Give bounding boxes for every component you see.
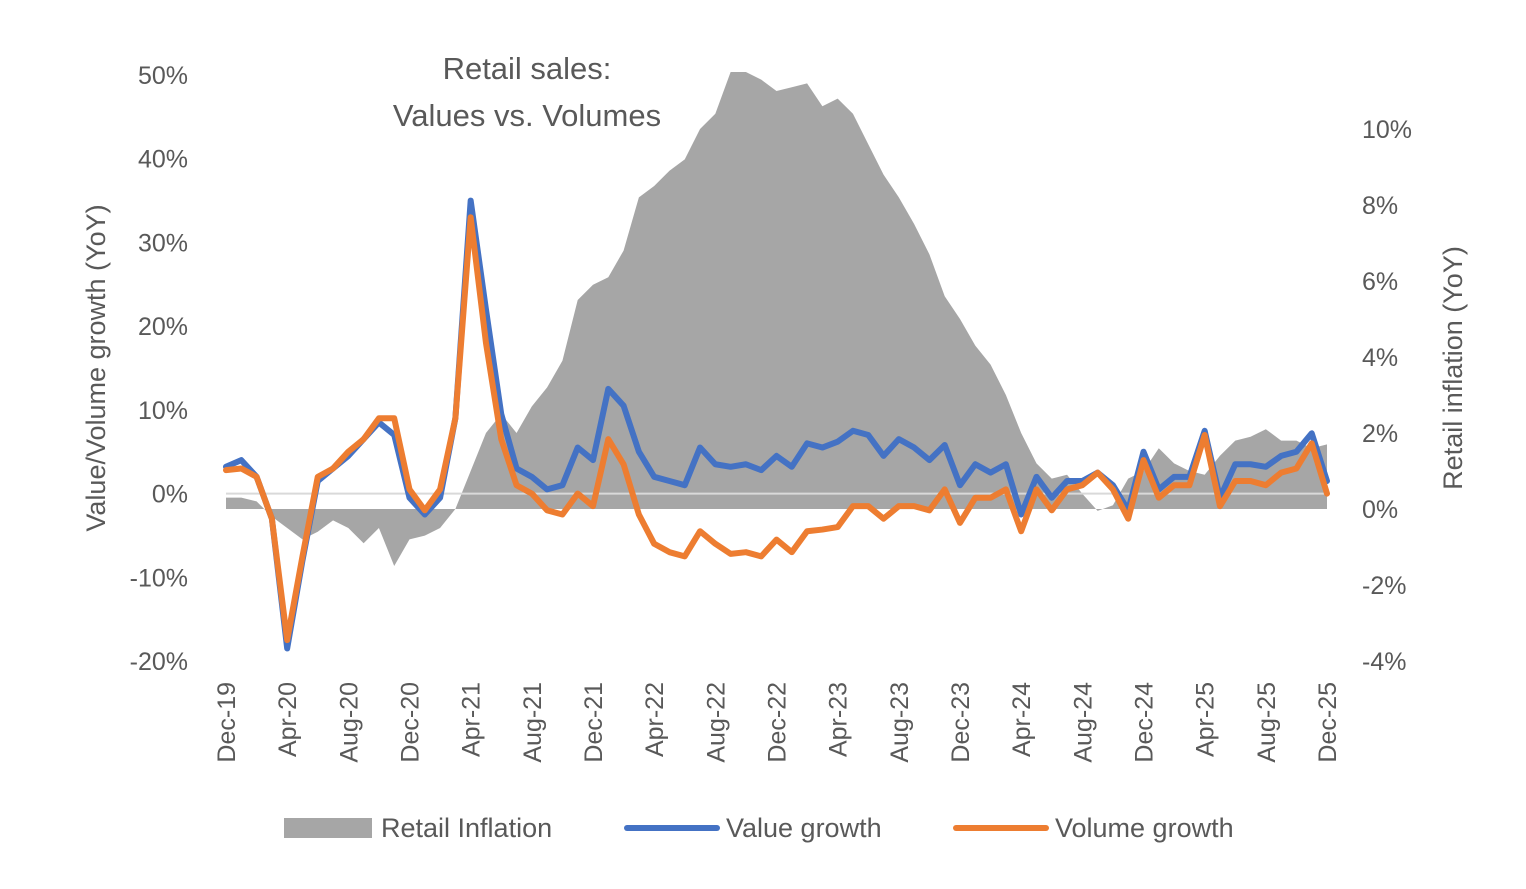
legend-label-volume-growth: Volume growth xyxy=(1055,813,1234,843)
x-tick-label: Dec-25 xyxy=(1314,682,1342,763)
x-tick-label: Apr-25 xyxy=(1192,682,1220,757)
right-tick-label: 4% xyxy=(1362,344,1398,372)
x-tick-label: Dec-20 xyxy=(397,682,425,763)
right-tick-label: 0% xyxy=(1362,496,1398,524)
left-tick-label: 0% xyxy=(152,481,188,509)
chart-title-line-2: Values vs. Volumes xyxy=(393,98,661,133)
growth-lines-layer xyxy=(223,197,1330,652)
x-tick-label: Aug-23 xyxy=(886,682,914,763)
volume-growth-line xyxy=(223,214,1330,644)
right-axis-title: Retail inflation (YoY) xyxy=(1438,246,1468,490)
chart-title-line-1: Retail sales: xyxy=(443,51,612,86)
left-axis: -20% -10% 0% 10% 20% 30% 40% 50% xyxy=(130,62,188,676)
right-tick-label: -4% xyxy=(1362,648,1406,676)
left-tick-label: 40% xyxy=(138,146,188,174)
right-axis: -4% -2% 0% 2% 4% 6% 8% 10% xyxy=(1362,116,1412,676)
right-tick-label: 10% xyxy=(1362,116,1412,144)
x-tick-label: Dec-21 xyxy=(580,682,608,763)
left-tick-label: -20% xyxy=(130,648,188,676)
x-tick-label: Apr-24 xyxy=(1008,682,1036,757)
x-tick-label: Aug-24 xyxy=(1069,682,1097,763)
right-tick-label: 6% xyxy=(1362,268,1398,296)
x-tick-label: Dec-24 xyxy=(1131,682,1159,763)
right-tick-label: -2% xyxy=(1362,572,1406,600)
left-tick-label: 50% xyxy=(138,62,188,90)
value-growth-line xyxy=(223,197,1330,652)
legend-label-value-growth: Value growth xyxy=(726,813,882,843)
left-tick-label: 30% xyxy=(138,229,188,257)
legend-swatch-retail-inflation xyxy=(284,818,372,838)
left-axis-title: Value/Volume growth (YoY) xyxy=(81,204,111,531)
right-tick-label: 2% xyxy=(1362,420,1398,448)
x-tick-label: Aug-20 xyxy=(335,682,363,763)
x-axis: Dec-19 Apr-20 Aug-20 Dec-20 Apr-21 Aug-21 Dec-… xyxy=(213,682,1342,763)
x-tick-label: Dec-23 xyxy=(947,682,975,763)
x-tick-label: Apr-20 xyxy=(274,682,302,757)
right-tick-label: 8% xyxy=(1362,192,1398,220)
x-tick-label: Apr-22 xyxy=(641,682,669,757)
x-tick-label: Dec-22 xyxy=(764,682,792,763)
x-tick-label: Dec-19 xyxy=(213,682,241,763)
x-tick-label: Aug-21 xyxy=(519,682,547,763)
x-tick-label: Apr-23 xyxy=(825,682,853,757)
left-tick-label: -10% xyxy=(130,564,188,592)
left-tick-label: 20% xyxy=(138,313,188,341)
x-tick-label: Aug-22 xyxy=(702,682,730,763)
left-tick-label: 10% xyxy=(138,397,188,425)
legend: Retail Inflation Value growth Volume gro… xyxy=(284,813,1234,843)
x-tick-label: Apr-21 xyxy=(458,682,486,757)
legend-label-retail-inflation: Retail Inflation xyxy=(381,813,552,843)
x-tick-label: Aug-25 xyxy=(1253,682,1281,763)
